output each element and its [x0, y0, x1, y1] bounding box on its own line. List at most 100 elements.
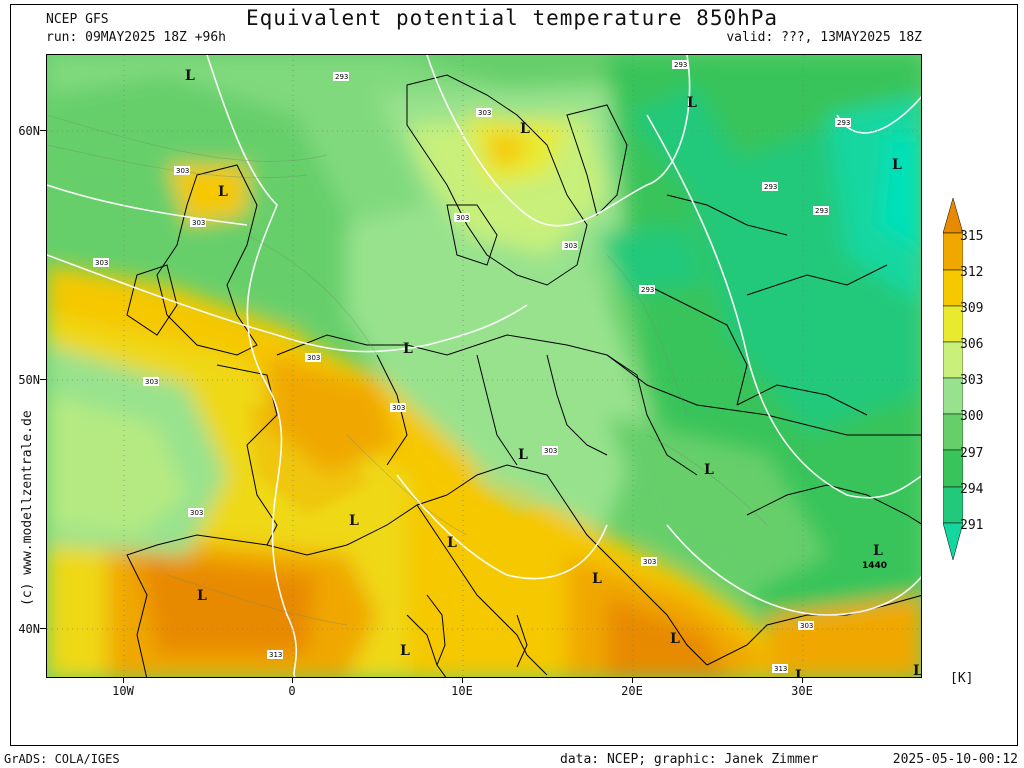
- low-pressure-marker: L: [218, 184, 228, 200]
- isoline-labels: 293 293 303 303 303 303 303 303 303 303 303 303 303 3…: [93, 60, 851, 673]
- colorbar-label: 312: [960, 265, 984, 280]
- isoline-label-bg: [813, 206, 829, 215]
- colorbar-top-arrow: [943, 198, 963, 234]
- low-pressure-marker: L: [795, 668, 805, 678]
- isoline-label-bg: [772, 664, 788, 673]
- isoline-label: 303: [800, 622, 813, 630]
- graticule: [47, 55, 921, 677]
- isoline-label-bg: [143, 377, 159, 386]
- low-pressure-marker: L: [873, 543, 883, 559]
- page-title: Equivalent potential temperature 850hPa: [245, 6, 779, 30]
- isoline-label-bg: [641, 557, 657, 566]
- isoline-label: 293: [837, 119, 850, 127]
- colorbar-label: 291: [960, 518, 984, 533]
- lat-label-40n: 40N: [18, 622, 40, 636]
- low-pressure-marker: L: [185, 68, 195, 84]
- low-pressure-marker: L: [349, 513, 359, 529]
- isoline-label-bg: [454, 213, 470, 222]
- low-pressure-marker: L: [687, 95, 697, 111]
- low-pressure-marker: L: [197, 588, 207, 604]
- unit-label: [K]: [950, 671, 974, 686]
- copyright-credit: (c) www.modellzentrale.de: [20, 410, 35, 606]
- colorbar-label: 306: [960, 337, 984, 352]
- isotherm-lines: [47, 55, 921, 677]
- isoline-label: 313: [774, 665, 787, 673]
- isoline-label: 303: [643, 558, 656, 566]
- low-pressure-marker: L: [403, 341, 413, 357]
- isoline-label-bg: [835, 118, 851, 127]
- figure-frame: [10, 4, 1018, 746]
- isoline-label: 293: [335, 73, 348, 81]
- isoline-label-bg: [798, 621, 814, 630]
- model-label: NCEP GFS: [46, 12, 109, 27]
- isoline-label: 303: [176, 167, 189, 175]
- weather-map: L L L L L L L L L L L L L L L L L 293 293 303 303 303 303 303 3…: [46, 54, 922, 678]
- low-pressure-marker: L: [520, 121, 530, 137]
- colorbar-bottom-arrow: [943, 522, 963, 561]
- isoline-label: 303: [95, 259, 108, 267]
- colorbar: [943, 198, 963, 561]
- isoline-label: 293: [674, 61, 687, 69]
- isoline-label-bg: [542, 446, 558, 455]
- colorbar-label: 300: [960, 409, 984, 424]
- isoline-label: 303: [478, 109, 491, 117]
- isoline-label-bg: [762, 182, 778, 191]
- lon-label-0: 0: [288, 684, 296, 698]
- valid-time-label: valid: ???, 13MAY2025 18Z: [726, 30, 922, 45]
- lat-tick: [40, 130, 46, 131]
- isoline-label: 303: [544, 447, 557, 455]
- isoline-label-bg: [390, 403, 406, 412]
- colorbar-label: 297: [960, 446, 984, 461]
- low-pressure-marker: L: [400, 643, 410, 659]
- low-pressure-marker: L: [670, 631, 680, 647]
- isoline-label-bg: [639, 285, 655, 294]
- coastlines: [126, 74, 921, 677]
- lon-tick: [123, 678, 124, 683]
- isoline-label-bg: [190, 218, 206, 227]
- lon-label-20e: 20E: [621, 684, 643, 698]
- low-pressure-marker: L: [913, 663, 922, 678]
- map-canvas: L L L L L L L L L L L L L L L L L 293 293 303 303 303 303 303 3…: [47, 55, 922, 678]
- lon-tick: [802, 678, 803, 683]
- lon-label-10e: 10E: [451, 684, 473, 698]
- lon-tick: [632, 678, 633, 683]
- lon-tick: [462, 678, 463, 683]
- isoline-label: 303: [190, 509, 203, 517]
- isoline-label-bg: [305, 353, 321, 362]
- isoline-label-bg: [333, 72, 349, 81]
- isoline-label: 303: [145, 378, 158, 386]
- isoline-label: 293: [815, 207, 828, 215]
- lon-tick: [292, 678, 293, 683]
- colorbar-label: 303: [960, 373, 984, 388]
- colorbar-label: 315: [960, 229, 984, 244]
- isoline-label-bg: [672, 60, 688, 69]
- lat-label-50n: 50N: [18, 373, 40, 387]
- low-markers: L L L L L L L L L L L L L L L L L: [185, 68, 922, 678]
- low-pressure-marker: L: [447, 535, 457, 551]
- isoline-label: 303: [392, 404, 405, 412]
- lon-label-10w: 10W: [112, 684, 134, 698]
- station-label: 1440: [862, 561, 887, 571]
- colorbar-label: 294: [960, 482, 984, 497]
- run-label: run: 09MAY2025 18Z +96h: [46, 30, 227, 45]
- isoline-label: 293: [641, 286, 654, 294]
- lat-tick: [40, 628, 46, 629]
- isoline-label: 303: [307, 354, 320, 362]
- isoline-label: 303: [564, 242, 577, 250]
- footer-timestamp: 2025-05-10-00:12: [892, 752, 1018, 767]
- lat-tick: [40, 379, 46, 380]
- isoline-label-bg: [174, 166, 190, 175]
- low-pressure-marker: L: [892, 157, 902, 173]
- colorbar-label: 309: [960, 301, 984, 316]
- isoline-label: 313: [269, 651, 282, 659]
- footer-software: GrADS: COLA/IGES: [4, 752, 120, 766]
- isoline-label-bg: [267, 650, 283, 659]
- temperature-field: [47, 55, 921, 677]
- low-pressure-marker: L: [592, 571, 602, 587]
- low-pressure-marker: L: [704, 462, 714, 478]
- low-pressure-marker: L: [518, 447, 528, 463]
- isoline-label: 303: [456, 214, 469, 222]
- lat-label-60n: 60N: [18, 124, 40, 138]
- isoline-label: 293: [764, 183, 777, 191]
- isoline-label-bg: [476, 108, 492, 117]
